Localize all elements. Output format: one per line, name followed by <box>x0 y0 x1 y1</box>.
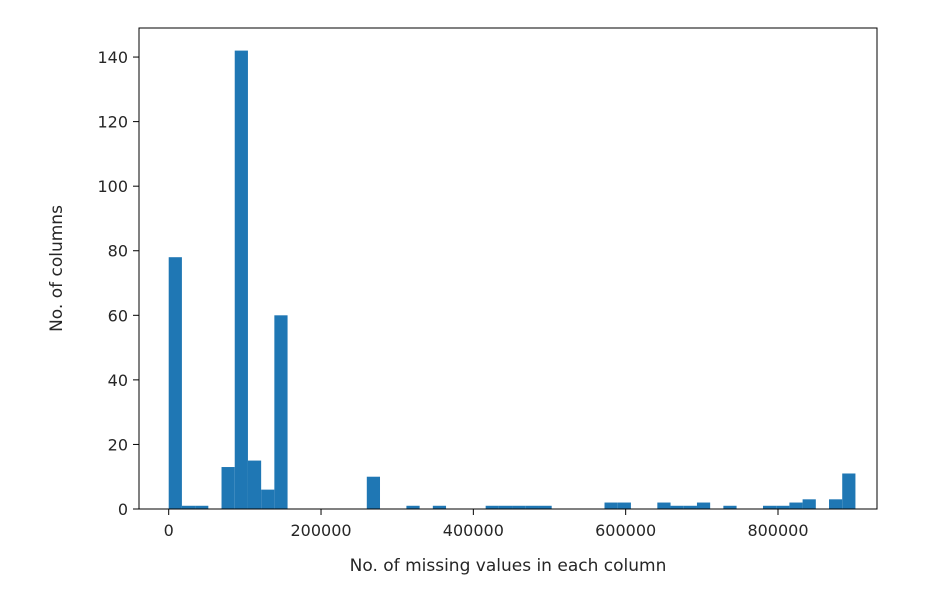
plot-frame <box>138 27 878 510</box>
histogram-bar <box>789 502 803 509</box>
histogram-bar <box>274 315 288 509</box>
histogram-bar <box>247 460 262 509</box>
histogram-bar <box>195 505 209 509</box>
histogram-bar <box>696 502 711 509</box>
histogram-bar <box>802 499 816 509</box>
x-tick-label: 0 <box>164 521 174 540</box>
y-tick-label: 40 <box>108 371 128 390</box>
histogram-bar <box>221 467 235 509</box>
y-tick-label: 0 <box>118 500 128 519</box>
histogram-bar <box>657 502 671 509</box>
histogram-bar <box>234 50 248 509</box>
histogram-bar <box>432 505 447 509</box>
histogram-bar <box>512 505 526 509</box>
histogram-bar <box>181 505 196 509</box>
histogram-bar <box>538 505 552 509</box>
y-axis-label: No. of columns <box>47 205 67 332</box>
histogram-bar <box>723 505 737 509</box>
y-tick-label: 100 <box>97 177 128 196</box>
y-tick-label: 120 <box>97 113 128 132</box>
x-tick-label: 800000 <box>747 521 808 540</box>
histogram-bar <box>776 505 790 509</box>
x-axis-label: No. of missing values in each column <box>350 556 667 576</box>
x-tick-label: 400000 <box>443 521 504 540</box>
x-tick-label: 600000 <box>595 521 656 540</box>
y-tick-label: 80 <box>108 242 128 261</box>
y-tick-label: 20 <box>108 435 128 454</box>
histogram-bar <box>617 502 631 509</box>
histogram-bar <box>498 505 513 509</box>
x-tick-label: 200000 <box>290 521 351 540</box>
bar-group <box>168 50 856 509</box>
y-tick-label: 140 <box>97 48 128 67</box>
histogram-bar <box>261 489 275 509</box>
histogram-bar <box>604 502 618 509</box>
histogram-bar <box>683 505 697 509</box>
histogram-bar <box>829 499 843 509</box>
histogram-bar <box>670 505 684 509</box>
y-axis-ticks: 0 20 40 60 80 100 120 140 <box>97 48 139 519</box>
x-axis-ticks: 0 200000 400000 600000 800000 <box>164 509 809 540</box>
histogram-bar <box>406 505 420 509</box>
y-tick-label: 60 <box>108 306 128 325</box>
histogram-bar <box>525 505 539 509</box>
histogram-bar <box>842 473 856 509</box>
histogram-bar <box>485 505 499 509</box>
histogram-bar <box>366 476 381 509</box>
histogram-bar <box>168 257 182 509</box>
histogram-bar <box>762 505 777 509</box>
